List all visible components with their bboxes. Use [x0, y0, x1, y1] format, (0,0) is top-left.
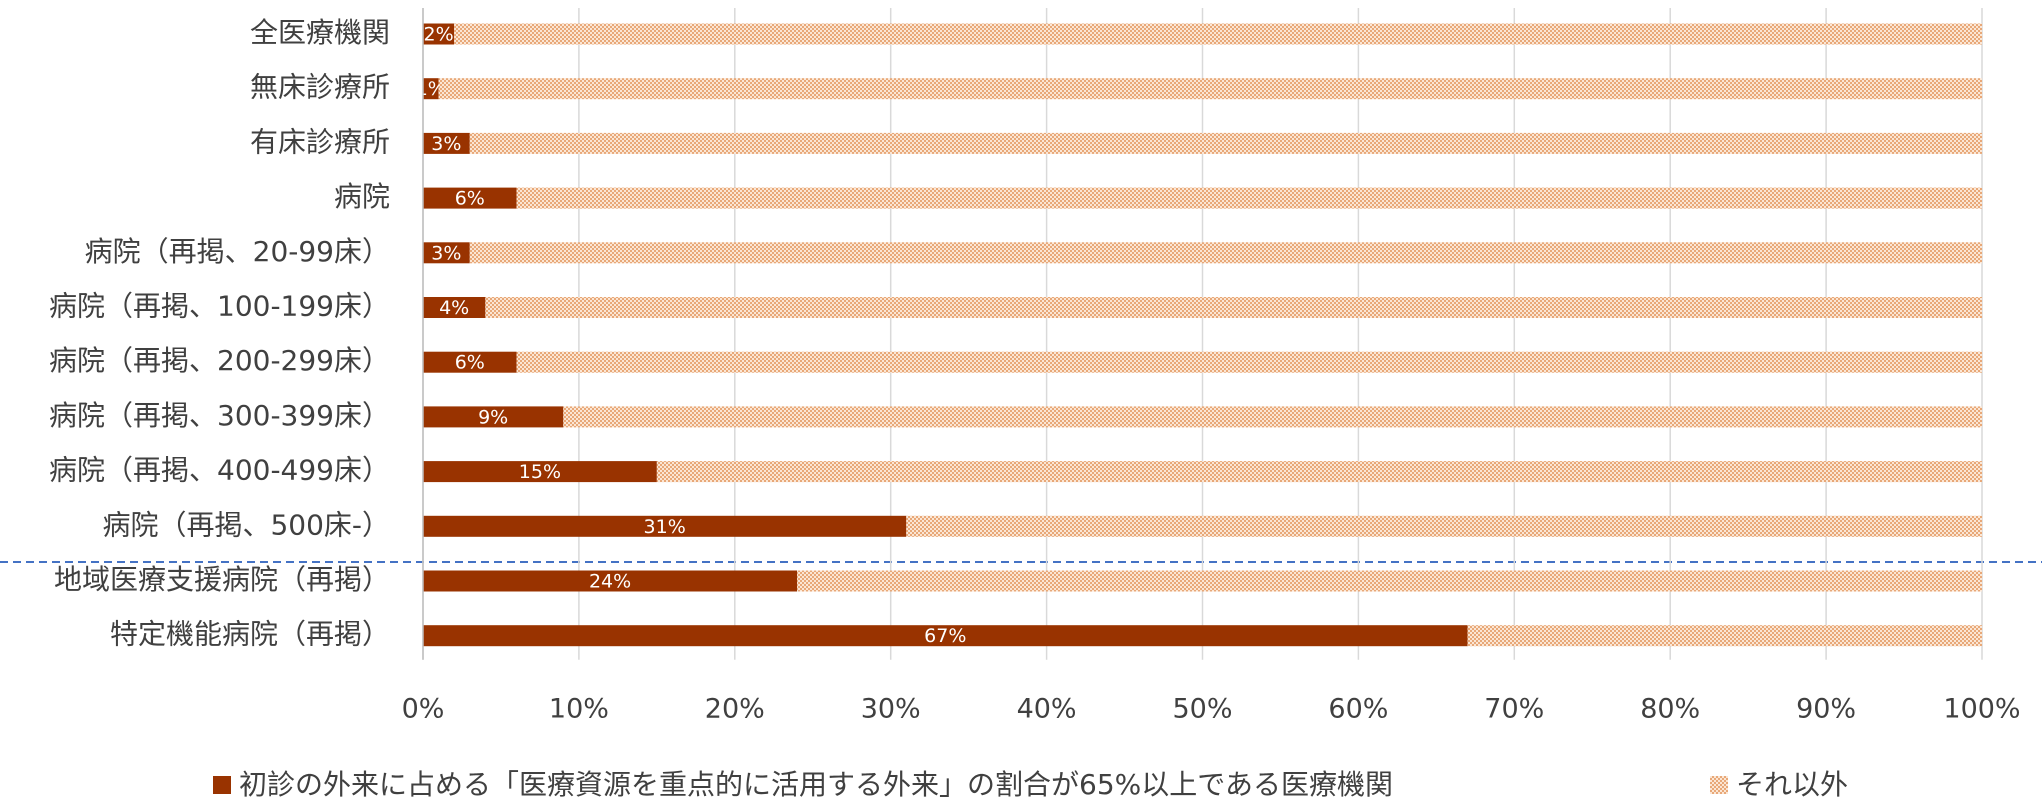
bar-segment	[423, 515, 907, 537]
y-tick-label: 病院（再掲、100-199床）	[49, 290, 390, 323]
bar-segment	[516, 351, 1982, 373]
x-tick-label: 0%	[402, 694, 445, 725]
data-label: 67%	[924, 625, 966, 647]
y-tick-label: 特定機能病院（再掲）	[110, 618, 390, 651]
y-tick-label: 病院（再掲、500床-）	[102, 508, 390, 541]
bar-segment	[423, 351, 517, 373]
bar-segment	[516, 187, 1982, 209]
bar-segment	[423, 461, 657, 483]
y-tick-label: 無床診療所	[250, 71, 390, 104]
data-label: 9%	[478, 406, 508, 428]
y-tick-label: 病院（再掲、200-299床）	[49, 344, 390, 377]
legend-swatch	[1710, 776, 1728, 794]
y-tick-label: 全医療機関	[250, 16, 390, 49]
data-label: 6%	[455, 188, 485, 210]
bar-segment	[797, 570, 1983, 592]
bar-segment	[656, 461, 1982, 483]
bar-segment	[469, 242, 1982, 264]
data-label: 3%	[431, 133, 461, 155]
data-label: 24%	[589, 571, 631, 593]
bar-segment	[485, 297, 1982, 318]
legend-swatch	[213, 776, 231, 794]
x-tick-label: 40%	[1017, 694, 1077, 725]
bar-segment	[423, 297, 486, 318]
x-tick-label: 20%	[705, 694, 765, 725]
bar-segment	[906, 515, 1982, 537]
data-label: 31%	[644, 516, 686, 538]
y-tick-label: 病院（再掲、400-499床）	[49, 454, 390, 487]
x-tick-label: 50%	[1172, 694, 1232, 725]
bar-segment	[423, 23, 455, 45]
x-tick-label: 30%	[861, 694, 921, 725]
data-label: 15%	[519, 461, 561, 483]
x-tick-label: 60%	[1328, 694, 1388, 725]
bar-segment	[1467, 625, 1982, 647]
x-tick-label: 80%	[1640, 694, 1700, 725]
bar-segment	[423, 406, 564, 428]
x-tick-label: 70%	[1484, 694, 1544, 725]
bar-segment	[438, 78, 1983, 100]
y-tick-label: 病院（再掲、300-399床）	[49, 399, 390, 432]
data-label: 6%	[455, 352, 485, 374]
bar-segment	[423, 132, 470, 154]
data-label: 4%	[439, 297, 469, 319]
bar-segment	[423, 570, 798, 592]
y-tick-label: 地域医療支援病院（再掲）	[54, 563, 390, 596]
bar-segment	[423, 78, 439, 100]
bar-segment	[423, 625, 1468, 647]
bar-segment	[454, 23, 1983, 45]
data-label: 3%	[431, 242, 461, 264]
legend-label: それ以外	[1736, 768, 1848, 801]
bar-segment	[423, 187, 517, 209]
legend-label: 初診の外来に占める「医療資源を重点的に活用する外来」の割合が65%以上である医療…	[239, 768, 1393, 801]
data-label: 2%	[424, 24, 454, 46]
x-tick-label: 10%	[549, 694, 609, 725]
y-tick-label: 有床診療所	[250, 125, 390, 158]
bar-segment	[423, 242, 470, 264]
bar-segment	[563, 406, 1982, 428]
x-tick-label: 100%	[1943, 694, 2020, 725]
y-tick-label: 病院	[334, 180, 390, 213]
bar-segment	[469, 132, 1982, 154]
x-tick-label: 90%	[1796, 694, 1856, 725]
y-tick-label: 病院（再掲、20-99床）	[85, 235, 390, 268]
